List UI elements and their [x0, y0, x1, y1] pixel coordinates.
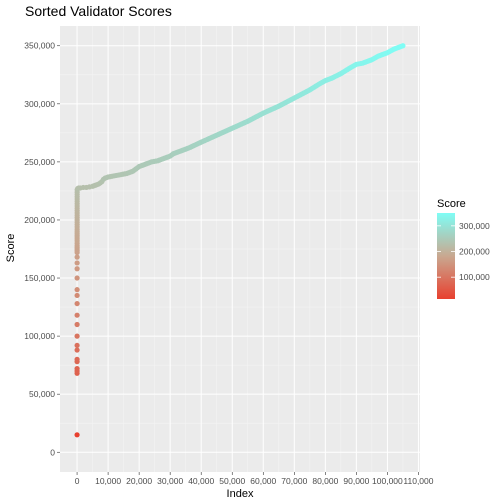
- major-gridlines: [60, 26, 420, 472]
- x-tick-label: 70,000: [281, 476, 307, 486]
- legend-tick-label: 100,000: [459, 272, 490, 282]
- x-tick-label: 10,000: [95, 476, 121, 486]
- chart-title: Sorted Validator Scores: [25, 3, 172, 19]
- y-tick-label: 250,000: [24, 157, 55, 167]
- data-point: [74, 432, 80, 438]
- data-point: [74, 292, 80, 299]
- data-point: [74, 333, 80, 339]
- x-tick-label: 80,000: [312, 476, 338, 486]
- data-point: [74, 266, 80, 272]
- data-point: [74, 321, 80, 328]
- y-tick-label: 350,000: [24, 41, 55, 51]
- y-axis-title: Score: [5, 234, 17, 263]
- y-tick-label: 50,000: [29, 389, 55, 399]
- y-tick-label: 0: [50, 447, 55, 457]
- x-tick-label: 30,000: [157, 476, 183, 486]
- y-tick-label: 200,000: [24, 215, 55, 225]
- x-tick-label: 20,000: [126, 476, 152, 486]
- data-point: [74, 356, 80, 362]
- data-point: [400, 43, 406, 49]
- legend-title: Score: [437, 198, 466, 210]
- y-tick-label: 150,000: [24, 273, 55, 283]
- x-tick-label: 90,000: [343, 476, 369, 486]
- legend-colorbar: [437, 213, 455, 299]
- data-point: [74, 366, 80, 372]
- y-tick-label: 300,000: [24, 99, 55, 109]
- data-point: [74, 275, 80, 281]
- y-axis-ticks: 0 50,000 100,000 150,000 200,000 250,000 300,0…: [24, 41, 60, 457]
- y-tick-label: 100,000: [24, 331, 55, 341]
- legend-ticks: 100,000 200,000 300,000: [437, 221, 490, 282]
- color-legend: Score 100,000 200,000 300,000: [437, 198, 490, 299]
- minor-gridlines: [60, 26, 420, 472]
- data-point: [74, 260, 80, 266]
- data-points: [74, 43, 406, 438]
- x-tick-label: 0: [75, 476, 80, 486]
- x-tick-label: 60,000: [250, 476, 276, 486]
- data-point: [74, 312, 80, 318]
- x-axis-ticks: 0 10,000 20,000 30,000 40,000 50,000 60,000 70,…: [75, 472, 434, 486]
- x-axis-title: Index: [227, 488, 254, 500]
- data-point: [74, 287, 80, 293]
- legend-tick-label: 200,000: [459, 247, 490, 257]
- data-point: [74, 300, 80, 307]
- x-tick-label: 50,000: [219, 476, 245, 486]
- data-point: [74, 342, 80, 349]
- x-tick-label: 100,000: [372, 476, 403, 486]
- data-point: [74, 254, 80, 260]
- x-tick-label: 110,000: [403, 476, 433, 486]
- legend-tick-label: 300,000: [459, 221, 490, 231]
- x-tick-label: 40,000: [188, 476, 214, 486]
- data-point: [74, 347, 80, 353]
